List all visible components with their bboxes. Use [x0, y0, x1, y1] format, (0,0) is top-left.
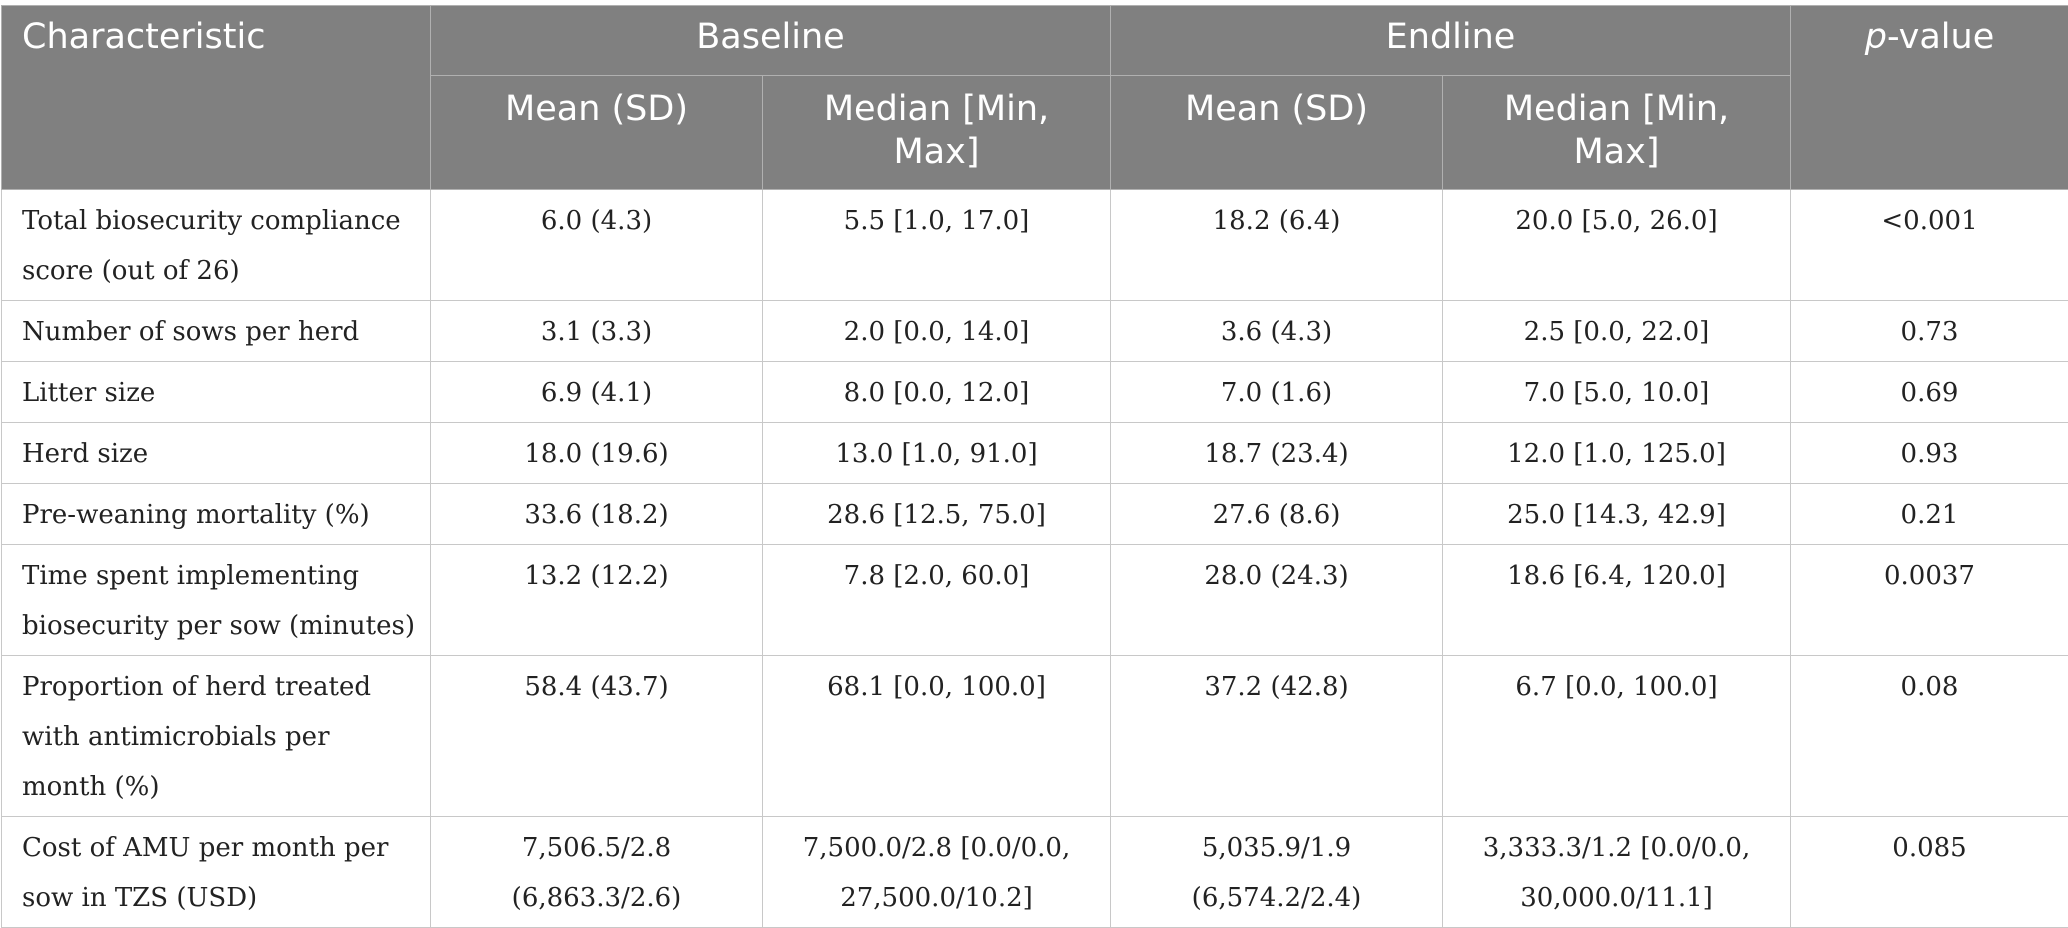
- baseline-median-cell: 7.8 [2.0, 60.0]: [763, 545, 1111, 656]
- table-row: Proportion of herd treated with antimicr…: [2, 656, 2068, 817]
- endline-median-cell: 6.7 [0.0, 100.0]: [1443, 656, 1791, 817]
- endline-median-cell: 25.0 [14.3, 42.9]: [1443, 484, 1791, 545]
- pvalue-cell: 0.69: [1791, 362, 2068, 423]
- endline-mean-cell: 7.0 (1.6): [1111, 362, 1443, 423]
- endline-mean-cell: 18.7 (23.4): [1111, 423, 1443, 484]
- baseline-median-cell: 7,500.0/2.8 [0.0/0.0, 27,500.0/10.2]: [763, 817, 1111, 928]
- characteristic-cell: Total biosecurity compliance score (out …: [2, 190, 431, 301]
- baseline-mean-cell: 13.2 (12.2): [431, 545, 763, 656]
- endline-median-cell: 20.0 [5.0, 26.0]: [1443, 190, 1791, 301]
- table-row: Number of sows per herd 3.1 (3.3) 2.0 [0…: [2, 301, 2068, 362]
- baseline-median-cell: 13.0 [1.0, 91.0]: [763, 423, 1111, 484]
- table-header: Characteristic Baseline Endline p-value …: [2, 6, 2068, 190]
- characteristic-cell: Number of sows per herd: [2, 301, 431, 362]
- characteristic-cell: Herd size: [2, 423, 431, 484]
- characteristic-cell: Pre-weaning mortality (%): [2, 484, 431, 545]
- baseline-mean-sd-header: Mean (SD): [431, 76, 763, 190]
- baseline-mean-cell: 7,506.5/2.8 (6,863.3/2.6): [431, 817, 763, 928]
- endline-mean-cell: 27.6 (8.6): [1111, 484, 1443, 545]
- baseline-mean-cell: 6.0 (4.3): [431, 190, 763, 301]
- characteristic-cell: Cost of AMU per month per sow in TZS (US…: [2, 817, 431, 928]
- characteristic-header: Characteristic: [2, 6, 431, 190]
- endline-median-cell: 12.0 [1.0, 125.0]: [1443, 423, 1791, 484]
- baseline-mean-cell: 33.6 (18.2): [431, 484, 763, 545]
- endline-median-cell: 18.6 [6.4, 120.0]: [1443, 545, 1791, 656]
- pvalue-cell: 0.0037: [1791, 545, 2068, 656]
- table-row: Herd size 18.0 (19.6) 13.0 [1.0, 91.0] 1…: [2, 423, 2068, 484]
- pvalue-cell: 0.21: [1791, 484, 2068, 545]
- endline-mean-sd-header: Mean (SD): [1111, 76, 1443, 190]
- baseline-median-cell: 8.0 [0.0, 12.0]: [763, 362, 1111, 423]
- endline-median-cell: 2.5 [0.0, 22.0]: [1443, 301, 1791, 362]
- endline-median-cell: 3,333.3/1.2 [0.0/0.0, 30,000.0/11.1]: [1443, 817, 1791, 928]
- baseline-median-header: Median [Min, Max]: [763, 76, 1111, 190]
- pvalue-cell: 0.73: [1791, 301, 2068, 362]
- table-row: Time spent implementing biosecurity per …: [2, 545, 2068, 656]
- baseline-median-cell: 2.0 [0.0, 14.0]: [763, 301, 1111, 362]
- table-row: Litter size 6.9 (4.1) 8.0 [0.0, 12.0] 7.…: [2, 362, 2068, 423]
- characteristic-cell: Proportion of herd treated with antimicr…: [2, 656, 431, 817]
- pvalue-cell: 0.085: [1791, 817, 2068, 928]
- endline-header: Endline: [1111, 6, 1791, 76]
- baseline-median-cell: 68.1 [0.0, 100.0]: [763, 656, 1111, 817]
- pvalue-header-rest: -value: [1887, 17, 1994, 57]
- data-table: Characteristic Baseline Endline p-value …: [1, 5, 2068, 928]
- endline-mean-cell: 37.2 (42.8): [1111, 656, 1443, 817]
- endline-median-header: Median [Min, Max]: [1443, 76, 1791, 190]
- pvalue-cell: <0.001: [1791, 190, 2068, 301]
- characteristic-cell: Time spent implementing biosecurity per …: [2, 545, 431, 656]
- pvalue-header: p-value: [1791, 6, 2068, 190]
- table-body: Total biosecurity compliance score (out …: [2, 190, 2068, 928]
- table-row: Cost of AMU per month per sow in TZS (US…: [2, 817, 2068, 928]
- pvalue-cell: 0.08: [1791, 656, 2068, 817]
- baseline-header: Baseline: [431, 6, 1111, 76]
- endline-mean-cell: 18.2 (6.4): [1111, 190, 1443, 301]
- baseline-mean-cell: 3.1 (3.3): [431, 301, 763, 362]
- pvalue-header-italic: p: [1865, 17, 1887, 57]
- baseline-median-cell: 5.5 [1.0, 17.0]: [763, 190, 1111, 301]
- endline-median-cell: 7.0 [5.0, 10.0]: [1443, 362, 1791, 423]
- pvalue-cell: 0.93: [1791, 423, 2068, 484]
- endline-mean-cell: 5,035.9/1.9 (6,574.2/2.4): [1111, 817, 1443, 928]
- baseline-median-cell: 28.6 [12.5, 75.0]: [763, 484, 1111, 545]
- endline-mean-cell: 3.6 (4.3): [1111, 301, 1443, 362]
- header-row: Characteristic Baseline Endline p-value: [2, 6, 2068, 76]
- characteristic-cell: Litter size: [2, 362, 431, 423]
- table-row: Total biosecurity compliance score (out …: [2, 190, 2068, 301]
- baseline-mean-cell: 58.4 (43.7): [431, 656, 763, 817]
- baseline-mean-cell: 6.9 (4.1): [431, 362, 763, 423]
- table-row: Pre-weaning mortality (%) 33.6 (18.2) 28…: [2, 484, 2068, 545]
- baseline-mean-cell: 18.0 (19.6): [431, 423, 763, 484]
- endline-mean-cell: 28.0 (24.3): [1111, 545, 1443, 656]
